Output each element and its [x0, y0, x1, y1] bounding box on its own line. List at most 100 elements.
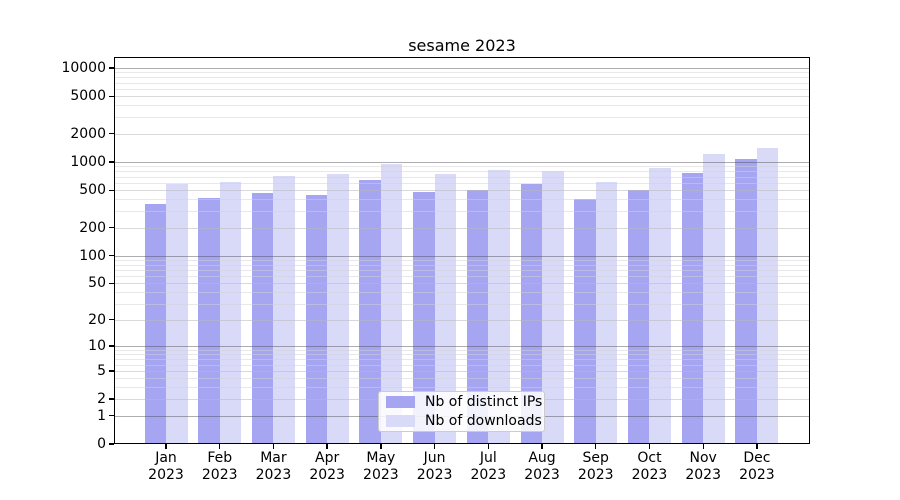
x-axis-tick: [433, 444, 436, 449]
y-axis-tick-label: 20: [88, 311, 106, 328]
x-axis-tick-label: Aug 2023: [524, 450, 560, 483]
y-axis-tick: [109, 254, 114, 257]
bar-downloads-mar: [273, 176, 295, 443]
legend: Nb of distinct IPs Nb of downloads: [378, 391, 545, 432]
y-axis-tick-label: 5: [97, 362, 106, 379]
gridline: [114, 227, 810, 229]
bar-downloads-jan: [166, 184, 188, 443]
gridline: [114, 88, 810, 90]
gridline: [114, 72, 810, 74]
gridline: [114, 105, 810, 107]
gridline: [114, 303, 810, 305]
bar-ips-jun: [413, 191, 435, 443]
x-axis-tick: [595, 444, 597, 449]
y-axis-tick-label: 1000: [70, 153, 106, 170]
gridline: [114, 370, 810, 372]
bar-downloads-sep: [595, 181, 618, 443]
gridline: [114, 354, 810, 356]
gridline: [114, 190, 810, 192]
gridline: [114, 161, 810, 163]
y-axis-tick: [109, 319, 114, 321]
gridline: [114, 82, 810, 84]
y-axis-tick: [109, 95, 114, 97]
y-axis-tick: [109, 443, 114, 445]
gridline: [114, 378, 810, 380]
gridline: [114, 166, 810, 168]
y-axis-tick: [109, 226, 114, 229]
x-axis-tick: [487, 444, 489, 449]
x-axis-tick-label: Sep 2023: [577, 450, 614, 483]
bar-ips-mar: [251, 193, 274, 443]
y-axis-tick-label: 2: [97, 391, 106, 408]
gridline: [114, 346, 810, 348]
gridline: [114, 364, 810, 366]
y-axis-tick-label: 10: [88, 338, 106, 355]
bar-ips-may: [359, 180, 381, 443]
y-axis-tick-label: 0: [97, 436, 106, 452]
y-axis-tick: [109, 345, 114, 347]
bar-ips-apr: [305, 194, 328, 443]
x-axis-tick-label: Nov 2023: [685, 450, 721, 483]
bar-ips-sep: [574, 199, 596, 443]
y-axis-tick-label: 50: [88, 275, 106, 292]
legend-entry-downloads: Nb of downloads: [386, 413, 544, 429]
x-axis-tick-label: Jan 2023: [148, 450, 184, 483]
gridline: [114, 199, 810, 201]
x-axis-tick-label: Jun 2023: [416, 450, 453, 483]
bar-downloads-nov: [703, 153, 725, 443]
gridline: [114, 292, 810, 294]
x-axis-tick-label: Jul 2023: [470, 450, 507, 483]
bar-downloads-aug: [542, 170, 564, 443]
bar-downloads-jul: [488, 169, 510, 443]
y-axis-tick-label: 200: [79, 219, 106, 236]
bar-ips-nov: [681, 172, 704, 443]
y-axis-tick-label: 10000: [61, 60, 106, 77]
legend-label-distinct-ips: Nb of distinct IPs: [425, 394, 543, 410]
y-axis-tick-label: 5000: [70, 88, 106, 105]
y-axis-tick: [109, 133, 114, 135]
legend-entry-distinct-ips: Nb of distinct IPs: [386, 394, 544, 410]
bar-downloads-jun: [434, 173, 457, 443]
bar-downloads-dec: [756, 147, 779, 443]
x-axis-tick: [702, 444, 704, 449]
gridline: [114, 133, 810, 135]
x-axis-tick: [272, 444, 275, 449]
x-axis-tick: [219, 444, 221, 449]
gridline: [114, 319, 810, 321]
gridline: [114, 283, 810, 285]
y-axis-tick-label: 500: [79, 182, 106, 199]
gridline: [114, 276, 810, 278]
y-axis-tick: [109, 398, 114, 400]
bar-ips-oct: [627, 189, 650, 443]
x-axis-tick-label: Oct 2023: [631, 450, 668, 483]
legend-swatch-distinct-ips: [386, 396, 415, 408]
bar-downloads-oct: [649, 167, 671, 443]
gridline: [114, 387, 810, 389]
y-axis-tick-label: 1: [97, 407, 106, 424]
legend-swatch-downloads: [386, 415, 415, 427]
x-axis-tick: [380, 444, 382, 449]
y-axis-tick: [109, 370, 114, 372]
gridline: [114, 117, 810, 119]
gridline: [114, 68, 810, 70]
x-axis-tick-label: Apr 2023: [309, 450, 345, 483]
gridline: [114, 264, 810, 266]
y-axis-tick: [109, 161, 114, 163]
gridline: [114, 359, 810, 361]
bar-ips-jul: [466, 189, 489, 443]
gridline: [114, 350, 810, 351]
y-axis-tick-label: 100: [79, 247, 106, 264]
y-axis-tick: [109, 415, 114, 417]
gridline: [114, 171, 810, 173]
x-axis-tick: [541, 444, 543, 449]
x-axis-tick: [648, 444, 651, 449]
bar-ips-dec: [735, 158, 757, 443]
y-axis-tick: [109, 67, 114, 69]
bar-downloads-feb: [219, 182, 242, 443]
gridline: [114, 182, 810, 184]
gridline: [114, 259, 810, 261]
x-axis-tick: [165, 444, 167, 449]
y-axis-tick: [109, 282, 114, 285]
x-axis-tick: [326, 444, 328, 449]
